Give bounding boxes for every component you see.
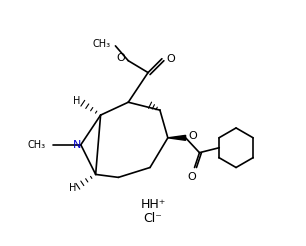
Text: N: N	[73, 140, 81, 150]
Polygon shape	[168, 135, 186, 140]
Text: HH⁺: HH⁺	[140, 198, 166, 211]
Text: O: O	[167, 54, 176, 64]
Text: H: H	[69, 183, 76, 193]
Text: CH₃: CH₃	[27, 140, 45, 150]
Text: H: H	[73, 96, 81, 106]
Text: Cl⁻: Cl⁻	[144, 212, 162, 225]
Text: CH₃: CH₃	[92, 39, 110, 49]
Text: O: O	[117, 53, 125, 63]
Text: O: O	[188, 131, 197, 141]
Text: O: O	[187, 172, 196, 183]
